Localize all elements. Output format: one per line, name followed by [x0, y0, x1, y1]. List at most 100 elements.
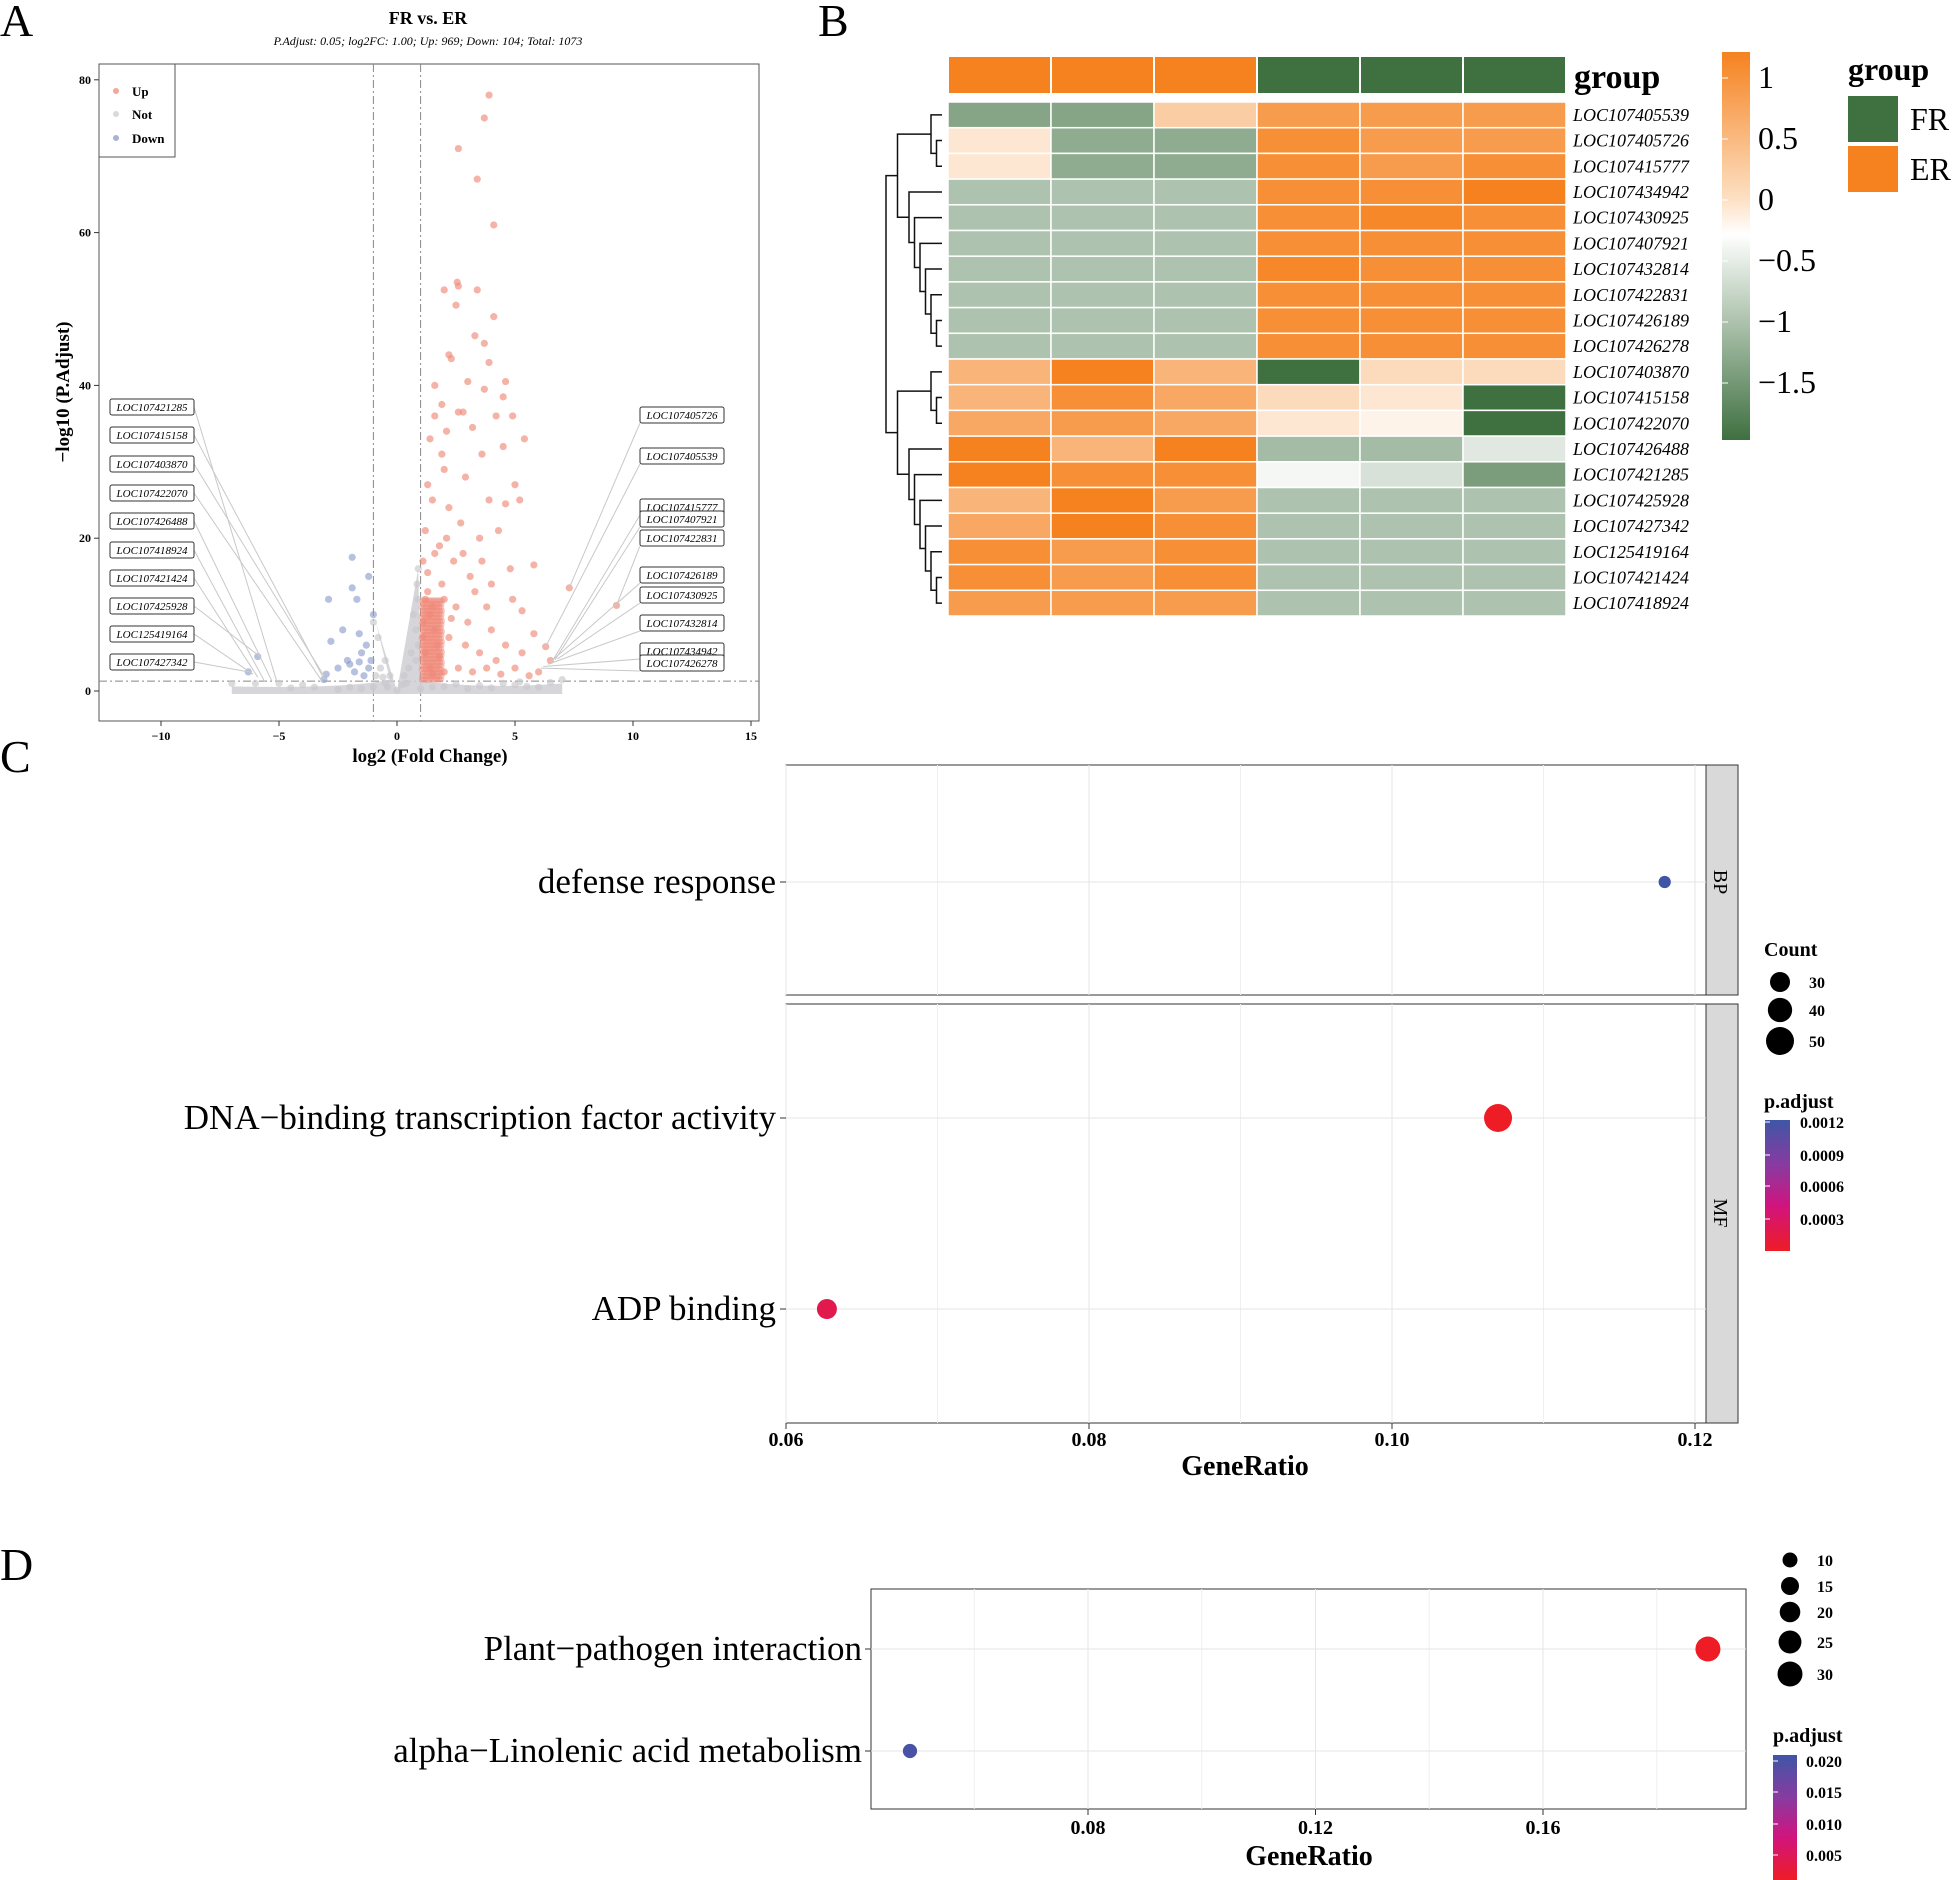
row-label: LOC107418924: [1572, 593, 1689, 613]
point-up-dense: [436, 600, 443, 608]
point-up-dense: [429, 635, 436, 642]
heatmap-cell: [1462, 332, 1567, 360]
point-up: [421, 649, 429, 657]
point-not: [287, 684, 295, 692]
heatmap-cell: [1359, 229, 1464, 257]
heatmap-cell: [1462, 178, 1567, 206]
point-not: [402, 679, 411, 687]
heatmap-cell: [1153, 178, 1258, 206]
dendrogram-branch: [919, 499, 942, 550]
point-up-dense: [433, 672, 441, 680]
heatmap-cell: [947, 306, 1052, 335]
group-legend-label-fr: FR: [1910, 101, 1950, 137]
point-up-dense: [436, 621, 443, 628]
point-up: [509, 412, 517, 420]
point-not: [405, 664, 413, 672]
point-down: [369, 611, 377, 619]
d-padjust-colorbar: [1773, 1755, 1797, 1880]
point-not: [374, 633, 382, 642]
heatmap-cell: [1359, 255, 1464, 283]
point-up-dense: [424, 666, 432, 673]
heatmap-cell: [1462, 229, 1567, 257]
point-up-dense: [424, 604, 432, 611]
point-up-dense: [419, 621, 426, 628]
point-up: [419, 633, 427, 642]
point-up: [452, 603, 460, 611]
x-tick-label: 0.06: [769, 1429, 804, 1451]
heatmap-cell: [1153, 409, 1258, 437]
heatmap-cell: [1462, 255, 1567, 283]
heatmap-cell: [1153, 383, 1258, 412]
point-up-dense: [433, 652, 441, 659]
colorbar-tick-label: 0.015: [1806, 1785, 1842, 1802]
heatmap-cell: [947, 563, 1052, 592]
count-legend-label: 15: [1817, 1579, 1833, 1596]
heatmap-cell: [1153, 563, 1258, 592]
heatmap-cell: [1153, 538, 1258, 566]
point-up-dense: [419, 631, 426, 639]
point-up: [471, 588, 479, 596]
heatmap-cell: [1359, 204, 1464, 232]
point-up: [421, 526, 429, 535]
point-not: [400, 672, 408, 680]
point-up: [518, 607, 526, 615]
volcano-xlabel: log2 (Fold Change): [352, 746, 507, 767]
gene-label: LOC107425928: [116, 601, 188, 613]
point-not: [409, 611, 418, 619]
point-not: [476, 682, 484, 690]
point-up-dense: [430, 628, 437, 635]
dendrogram-branch: [935, 319, 942, 347]
term-dot: [816, 1299, 837, 1319]
label-leader-line: [550, 582, 641, 663]
point-up: [511, 664, 519, 672]
point-up-dense: [418, 635, 425, 642]
point-up: [424, 481, 432, 489]
row-label: LOC107422831: [1572, 285, 1689, 305]
point-up-dense: [420, 614, 428, 621]
point-up-dense: [422, 604, 430, 611]
point-up-dense: [418, 645, 425, 652]
count-legend-label: 20: [1817, 1605, 1833, 1622]
point-up-dense: [432, 659, 439, 666]
count-legend-dot: [1766, 1027, 1794, 1055]
point-up-dense: [430, 597, 437, 604]
point-up: [506, 565, 514, 573]
point-up-dense: [431, 635, 438, 642]
point-down: [367, 656, 375, 665]
point-up-dense: [429, 662, 437, 669]
point-up-dense: [436, 659, 443, 666]
point-up-dense: [436, 607, 443, 614]
point-up-dense: [427, 641, 434, 649]
point-up: [480, 385, 488, 393]
gene-label-box: [639, 614, 725, 632]
heatmap-cell: [1256, 229, 1361, 257]
gene-label-box: [109, 625, 195, 643]
d-plot-area: [870, 1588, 1747, 1810]
row-label: LOC107426488: [1572, 439, 1689, 459]
point-not: [452, 680, 460, 688]
point-up: [480, 339, 488, 347]
point-up: [431, 412, 439, 420]
dendrogram-branch: [924, 268, 942, 315]
volcano-subtitle: P.Adjust: 0.05; log2FC: 1.00; Up: 969; D…: [273, 34, 583, 48]
point-up-dense: [431, 604, 438, 611]
label-leader-line: [616, 545, 641, 606]
point-up-dense: [433, 631, 441, 639]
heatmap-cell: [1359, 332, 1464, 360]
heatmap-cell: [1153, 332, 1258, 360]
point-up-dense: [431, 631, 439, 639]
dendrogram-branch: [935, 576, 942, 604]
point-up-dense: [429, 672, 437, 680]
panel-label-c: C: [0, 731, 31, 782]
heatmap-cell: [947, 589, 1052, 617]
point-up-dense: [429, 621, 437, 628]
point-up-dense: [422, 614, 430, 621]
point-up-dense: [433, 655, 440, 663]
point-up-dense: [436, 628, 443, 635]
heatmap-group-annotation-label: group: [1574, 59, 1660, 96]
heatmap-cell: [1256, 178, 1361, 206]
heatmap-cell: [947, 409, 1052, 437]
point-not: [407, 649, 415, 657]
point-up-dense: [428, 659, 435, 666]
point-up-dense: [421, 597, 429, 604]
